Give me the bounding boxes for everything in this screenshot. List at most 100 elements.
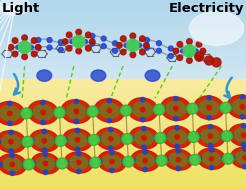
Circle shape	[175, 144, 179, 149]
Circle shape	[207, 105, 211, 110]
Circle shape	[58, 40, 63, 45]
Bar	[0, 90, 246, 92]
Circle shape	[240, 95, 245, 99]
Circle shape	[129, 136, 134, 140]
Circle shape	[47, 45, 52, 50]
Ellipse shape	[1, 135, 21, 149]
Circle shape	[9, 139, 13, 144]
Circle shape	[138, 43, 142, 47]
Circle shape	[47, 38, 52, 43]
Circle shape	[140, 117, 145, 122]
Bar	[0, 156, 246, 158]
Circle shape	[23, 50, 27, 54]
Circle shape	[187, 39, 192, 44]
Bar	[0, 107, 246, 109]
Ellipse shape	[136, 154, 154, 167]
Circle shape	[207, 115, 211, 120]
Circle shape	[94, 108, 99, 113]
Ellipse shape	[194, 96, 224, 119]
Bar	[0, 158, 246, 160]
Bar	[0, 52, 246, 54]
Bar	[0, 88, 246, 90]
Circle shape	[221, 131, 232, 142]
Circle shape	[108, 137, 113, 141]
Bar	[0, 138, 246, 140]
Ellipse shape	[162, 126, 192, 148]
Circle shape	[154, 107, 158, 112]
Ellipse shape	[229, 124, 246, 146]
Bar	[0, 81, 246, 83]
Bar	[0, 90, 246, 92]
Circle shape	[41, 120, 45, 125]
Ellipse shape	[197, 148, 226, 169]
Ellipse shape	[129, 127, 159, 149]
Bar	[0, 145, 246, 147]
Circle shape	[140, 36, 145, 41]
Circle shape	[155, 158, 159, 163]
Bar	[0, 96, 246, 98]
Ellipse shape	[96, 128, 125, 150]
Circle shape	[83, 40, 88, 44]
Bar	[0, 62, 246, 64]
Circle shape	[120, 108, 125, 113]
Bar	[0, 127, 246, 129]
Circle shape	[123, 156, 134, 167]
Circle shape	[121, 36, 126, 41]
Ellipse shape	[30, 130, 59, 152]
Circle shape	[121, 105, 131, 116]
Circle shape	[220, 102, 231, 113]
Circle shape	[187, 54, 191, 58]
Circle shape	[240, 105, 245, 109]
Bar	[0, 123, 246, 125]
Circle shape	[144, 45, 150, 50]
Circle shape	[107, 118, 112, 123]
Circle shape	[176, 166, 181, 171]
Bar	[0, 14, 246, 16]
Circle shape	[121, 49, 126, 55]
Circle shape	[77, 160, 81, 165]
Circle shape	[58, 47, 63, 52]
Circle shape	[42, 139, 46, 143]
Circle shape	[156, 48, 161, 53]
Circle shape	[117, 43, 122, 48]
Bar	[0, 173, 246, 174]
Circle shape	[31, 161, 36, 166]
Circle shape	[62, 39, 68, 44]
Circle shape	[76, 48, 81, 54]
Circle shape	[161, 106, 165, 111]
Circle shape	[31, 38, 37, 43]
Ellipse shape	[66, 104, 86, 119]
Circle shape	[130, 52, 136, 58]
Ellipse shape	[31, 153, 60, 174]
Bar	[0, 116, 246, 118]
Circle shape	[90, 157, 101, 168]
Bar	[0, 29, 246, 31]
Circle shape	[64, 160, 69, 165]
Bar	[0, 80, 246, 81]
Ellipse shape	[0, 106, 20, 121]
Bar	[0, 98, 246, 99]
Bar	[0, 176, 246, 178]
Circle shape	[189, 154, 200, 165]
Bar	[0, 169, 246, 171]
Bar	[0, 88, 246, 90]
Bar	[0, 61, 246, 62]
Circle shape	[221, 134, 225, 138]
Bar	[0, 163, 246, 165]
Circle shape	[16, 45, 20, 49]
Circle shape	[10, 171, 15, 175]
Circle shape	[74, 119, 78, 124]
Circle shape	[208, 143, 213, 148]
Bar	[0, 103, 246, 105]
Ellipse shape	[98, 151, 126, 172]
Ellipse shape	[68, 133, 87, 147]
Circle shape	[144, 38, 150, 43]
Bar	[0, 180, 246, 182]
Circle shape	[175, 135, 179, 139]
Circle shape	[90, 33, 95, 38]
Ellipse shape	[0, 0, 30, 15]
Bar	[0, 9, 246, 10]
Circle shape	[74, 109, 78, 114]
Circle shape	[23, 159, 34, 170]
Circle shape	[243, 164, 246, 169]
